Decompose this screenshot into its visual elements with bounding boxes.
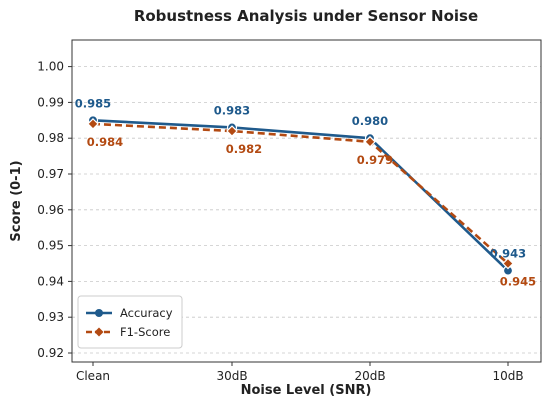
accuracy-line: [92, 119, 509, 272]
f1-score-point: [226, 125, 238, 137]
f1-score-point: [364, 135, 376, 148]
series: [87, 115, 514, 276]
f1-score-point: [502, 257, 514, 270]
legend-accuracy-label: Accuracy: [120, 306, 173, 320]
f1-score-data-label: 0.979: [357, 153, 393, 167]
f1-score-data-label: 0.982: [226, 142, 262, 156]
x-axis: Clean 30dB 20dB 10dB: [76, 362, 524, 383]
y-tick-label: 1.00: [37, 60, 64, 74]
y-tick-label: 0.93: [37, 310, 64, 324]
legend-f1-score-label: F1-Score: [120, 325, 170, 339]
legend-accuracy-marker: [95, 309, 103, 317]
x-tick-label: 30dB: [216, 369, 247, 383]
f1-score-line: [92, 122, 509, 265]
legend-f1-score-marker: [94, 327, 104, 337]
f1-score-data-label: 0.945: [500, 275, 536, 289]
y-tick-label: 0.97: [37, 167, 64, 181]
y-tick-label: 0.92: [37, 346, 64, 360]
y-axis: 0.92 0.93 0.94 0.95 0.96 0.97 0.98 0.99 1.00: [37, 60, 72, 360]
y-tick-label: 0.95: [37, 239, 64, 253]
chart-title: Robustness Analysis under Sensor Noise: [134, 7, 478, 25]
f1-score-data-label: 0.984: [87, 135, 123, 149]
accuracy-data-label: 0.983: [214, 103, 250, 117]
plot-frame: [71, 39, 542, 363]
legend: Accuracy F1-Score: [77, 295, 183, 349]
y-tick-label: 0.96: [37, 203, 64, 217]
y-tick-label: 0.98: [37, 131, 64, 145]
accuracy-data-label: 0.985: [75, 96, 111, 110]
legend-box: [77, 295, 183, 349]
x-tick-label: 20dB: [354, 369, 385, 383]
x-axis-label: Noise Level (SNR): [241, 383, 372, 398]
y-tick-label: 0.99: [37, 95, 64, 109]
data-labels: 0.985 0.983 0.980 0.943 0.984 0.982 0.979 0.945: [75, 96, 536, 288]
f1-score-point: [87, 118, 99, 130]
accuracy-data-label: 0.943: [490, 247, 526, 261]
y-tick-label: 0.94: [37, 274, 64, 288]
y-axis-label: Score (0-1): [9, 160, 24, 241]
x-tick-label: Clean: [76, 369, 110, 383]
accuracy-data-label: 0.980: [352, 114, 388, 128]
x-tick-label: 10dB: [492, 369, 523, 383]
